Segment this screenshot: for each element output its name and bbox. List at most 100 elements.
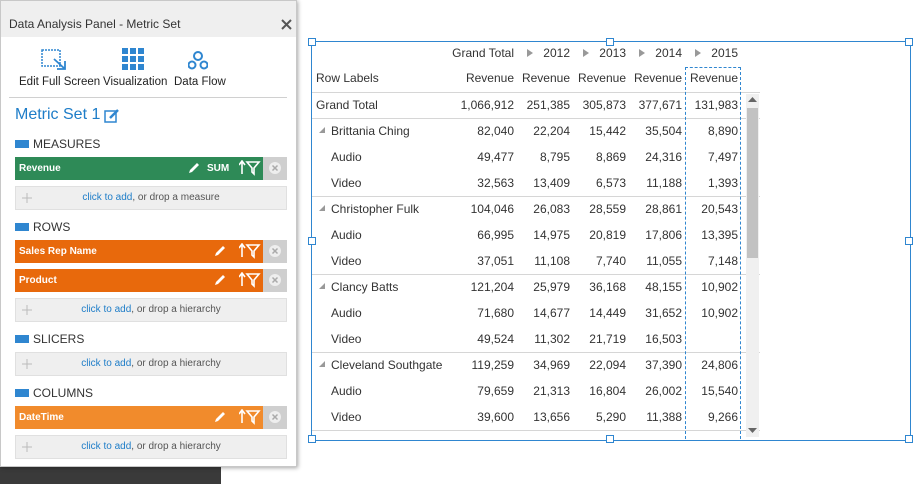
sort-filter-icon[interactable] (238, 159, 261, 176)
resize-handle[interactable] (606, 435, 614, 443)
remove-field[interactable] (263, 157, 287, 180)
remove-icon[interactable] (268, 410, 282, 424)
section-icon (15, 221, 31, 236)
remove-icon[interactable] (268, 273, 282, 287)
group-line (312, 196, 760, 197)
collapse-icon[interactable] (318, 360, 326, 368)
value-cell: 305,873 (582, 98, 626, 112)
field-pill[interactable]: Revenue SUM (15, 157, 263, 180)
row-labels-header: Row Labels (316, 71, 379, 85)
resize-handle[interactable] (905, 237, 913, 245)
value-cell: 8,890 (707, 124, 738, 138)
column-header[interactable]: 2014 (655, 46, 682, 60)
section-heading: COLUMNS (33, 386, 94, 400)
scroll-thumb[interactable] (747, 108, 758, 258)
add-link[interactable]: click to add (81, 441, 132, 452)
row-label[interactable]: Christopher Fulk (331, 202, 420, 216)
remove-field[interactable] (263, 269, 287, 292)
value-cell: 39,600 (477, 410, 514, 424)
add-plus[interactable] (22, 353, 32, 381)
edit-field-icon[interactable] (187, 161, 201, 175)
toolbar-label[interactable]: Visualization (103, 76, 168, 88)
toolbar-label[interactable]: Edit Full Screen (19, 76, 101, 88)
section-icon (15, 138, 31, 153)
row-label: Audio (331, 228, 362, 242)
row-label: Audio (331, 306, 362, 320)
data-flow-icon[interactable] (188, 50, 208, 70)
remove-field[interactable] (263, 406, 287, 429)
column-header[interactable]: 2015 (711, 46, 738, 60)
expand-icon[interactable] (638, 48, 646, 58)
edit-field-icon[interactable] (213, 273, 227, 287)
remove-icon[interactable] (268, 244, 282, 258)
resize-handle[interactable] (905, 435, 913, 443)
resize-handle[interactable] (308, 38, 316, 46)
pivot-table: Grand Total 2012 2013 2014 2015 Row Labels Rev… (312, 42, 910, 440)
expand-icon[interactable] (582, 48, 590, 58)
value-cell: 14,677 (533, 306, 570, 320)
row-label[interactable]: Brittania Ching (331, 124, 410, 138)
column-header[interactable]: 2012 (543, 46, 570, 60)
column-header[interactable]: 2013 (599, 46, 626, 60)
resize-handle[interactable] (606, 38, 614, 46)
drop-text: , or drop a measure (132, 192, 220, 203)
drop-zone[interactable]: click to add, or drop a hierarchy (15, 435, 287, 459)
row-label: Video (331, 254, 362, 268)
column-header: Grand Total (452, 46, 514, 60)
resize-handle[interactable] (905, 38, 913, 46)
expand-icon[interactable] (694, 48, 702, 58)
value-cell: 28,559 (589, 202, 626, 216)
collapse-icon[interactable] (318, 282, 326, 290)
value-cell: 34,969 (533, 358, 570, 372)
value-cell: 25,979 (533, 280, 570, 294)
drop-zone[interactable]: click to add, or drop a hierarchy (15, 352, 287, 376)
value-cell: 21,719 (589, 332, 626, 346)
sort-filter-icon[interactable] (238, 271, 261, 288)
expand-icon[interactable] (526, 48, 534, 58)
field-pill[interactable]: Product (15, 269, 263, 292)
remove-icon[interactable] (268, 161, 282, 175)
add-link[interactable]: click to add (82, 192, 133, 203)
drop-zone[interactable]: click to add, or drop a hierarchy (15, 298, 287, 322)
resize-handle[interactable] (308, 435, 316, 443)
row-label: Audio (331, 150, 362, 164)
row-label[interactable]: Cleveland Southgate (331, 358, 443, 372)
collapse-icon[interactable] (318, 126, 326, 134)
drop-zone[interactable]: click to add, or drop a measure (15, 186, 287, 210)
group-line (312, 118, 760, 119)
section-heading: MEASURES (33, 137, 101, 151)
sort-filter-icon[interactable] (238, 242, 261, 259)
toolbar-label[interactable]: Data Flow (174, 76, 226, 88)
add-plus[interactable] (22, 187, 32, 215)
add-link[interactable]: click to add (81, 358, 132, 369)
field-pill[interactable]: Sales Rep Name (15, 240, 263, 263)
scrollbar[interactable] (746, 94, 759, 437)
field-pill[interactable]: DateTime (15, 406, 263, 429)
scroll-down[interactable] (748, 428, 757, 434)
value-cell: 7,148 (707, 254, 738, 268)
edit-full-screen-icon[interactable] (41, 47, 67, 71)
collapse-icon[interactable] (318, 204, 326, 212)
value-cell: 13,395 (701, 228, 738, 242)
edit-icon[interactable] (104, 108, 120, 124)
edit-field-icon[interactable] (213, 410, 227, 424)
row-label[interactable]: Clancy Batts (331, 280, 399, 294)
close-button[interactable] (281, 19, 292, 30)
sort-filter-icon[interactable] (238, 408, 261, 425)
add-link[interactable]: click to add (81, 304, 132, 315)
add-plus[interactable] (22, 436, 32, 464)
value-cell: 49,524 (477, 332, 514, 346)
edit-field-icon[interactable] (213, 244, 227, 258)
value-cell: 377,671 (638, 98, 682, 112)
row-label: Video (331, 410, 362, 424)
scroll-up[interactable] (748, 97, 757, 103)
add-plus[interactable] (22, 299, 32, 327)
aggregation[interactable]: SUM (207, 163, 230, 174)
visualization-icon[interactable] (122, 48, 144, 70)
value-cell: 6,573 (595, 176, 626, 190)
resize-handle[interactable] (308, 237, 316, 245)
metric-set-name[interactable]: Metric Set 1 (15, 106, 101, 123)
value-cell: 48,155 (645, 280, 682, 294)
remove-field[interactable] (263, 240, 287, 263)
